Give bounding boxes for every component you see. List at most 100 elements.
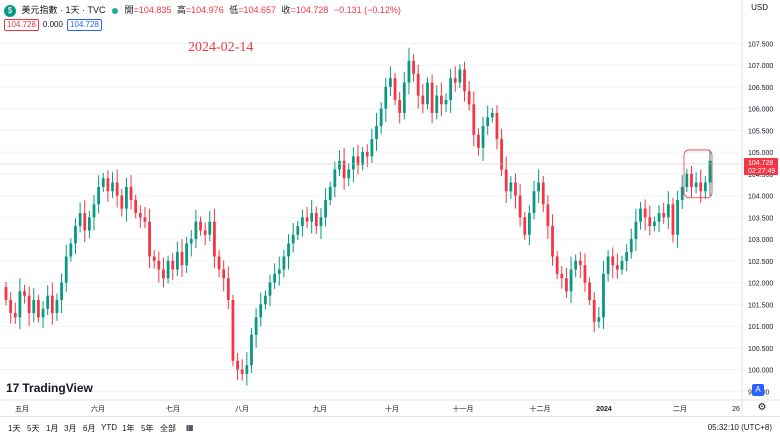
candle-body [166,260,170,279]
ohlc-open-value: =104.835 [133,5,172,15]
candle-body [69,243,73,257]
candle-body [305,217,309,222]
range-button-5y[interactable]: 5年 [141,424,154,433]
candle-body [217,256,221,270]
x-tick-label: 26 [732,406,740,413]
ask-price-box[interactable]: 104.728 [66,19,102,31]
tradingview-logo: 17 TradingView [6,381,93,395]
candle-body [458,69,462,83]
auto-scale-button[interactable]: A [752,384,764,396]
y-tick-label: 100.000 [748,368,773,375]
date-range-icon[interactable]: ▦ [186,423,194,432]
candle-body [625,252,629,261]
candle-body [588,282,591,300]
y-tick-label: 105.000 [748,150,773,157]
range-button-all[interactable]: 全部 [160,424,176,433]
range-button-3m[interactable]: 3月 [64,424,77,433]
range-button-1y[interactable]: 1年 [122,424,135,433]
candle-body [134,199,138,213]
candle-body [708,160,712,183]
y-tick-label: 105.500 [748,128,773,135]
candle-body [532,191,536,213]
ohlc-low-value: =104.657 [238,5,277,15]
candle-body [676,199,679,235]
clock-readout: 05:32:10 (UTC+8) [707,423,772,432]
candle-body [426,82,429,105]
symbol-title[interactable]: 美元指數 · 1天 · TVC [21,5,106,15]
candle-body [254,317,258,335]
candle-body [402,82,406,113]
x-tick-label: 十一月 [453,404,474,413]
candle-body [18,291,22,318]
candle-body [273,273,277,283]
candle-body [365,152,369,157]
candle-body [639,208,642,222]
currency-button[interactable]: USD [751,3,768,12]
y-tick-label: 102.500 [748,259,773,266]
candle-body [504,169,508,192]
range-button-ytd[interactable]: YTD [101,423,117,432]
candle-body [282,256,286,270]
candle-body [310,213,314,222]
candle-body [64,256,68,283]
candle-body [342,160,346,179]
candle-body [138,213,142,218]
candle-body [175,252,179,270]
candle-body [685,173,689,187]
gear-icon[interactable]: ⚙ [757,402,767,413]
candle-body [643,208,647,218]
candle-body [361,152,365,166]
ohlc-close-value: =104.728 [290,5,329,15]
candle-body [430,82,434,113]
candle-body [634,221,638,240]
candle-body [472,104,476,135]
bid-price-box[interactable]: 104.728 [4,19,39,31]
x-tick-label: 七月 [166,404,180,413]
candle-body [435,95,439,113]
range-button-5d[interactable]: 5天 [27,424,40,433]
candle-body [602,273,605,318]
y-tick-label: 102.000 [748,281,773,288]
candle-body [152,256,156,261]
candle-body [222,269,226,279]
y-tick-label: 101.000 [748,324,773,331]
candle-body [50,295,54,314]
x-tick-label: 六月 [91,404,105,413]
candle-body [314,213,318,227]
candle-body [509,182,513,192]
candle-body [171,260,175,270]
candle-body [245,365,249,374]
candle-body [648,217,652,227]
candle-body [41,308,45,318]
candle-body [416,73,420,96]
x-tick-label: 十二月 [530,404,551,413]
candle-body [185,243,189,266]
candle-body [463,69,466,92]
bottom-toolbar: 1天 5天 1月 3月 6月 YTD 1年 5年 全部 ▦ 05:32:10 (… [0,416,780,440]
candle-body [412,60,415,74]
candle-body [277,269,281,274]
y-tick-label: 106.000 [748,107,773,114]
range-button-1m[interactable]: 1月 [46,424,59,433]
last-price-label: 104.728 [748,160,773,167]
candle-body [157,260,161,270]
candle-body [583,265,587,283]
candle-body [389,78,392,87]
candle-body [125,186,128,209]
candle-body [477,134,480,148]
candle-body [213,221,216,257]
candle-body [565,278,568,292]
tradingview-logo-text: TradingView [22,381,93,395]
range-button-6m[interactable]: 6月 [83,424,96,433]
candle-body [384,86,388,109]
candle-body [444,99,448,105]
candle-body [333,169,337,187]
candle-body [129,186,133,200]
candle-body [375,126,378,140]
candle-body [546,204,550,227]
range-button-1d[interactable]: 1天 [8,424,21,433]
candle-body [148,221,151,257]
candle-body [694,182,698,187]
y-tick-label: 100.500 [748,346,773,353]
